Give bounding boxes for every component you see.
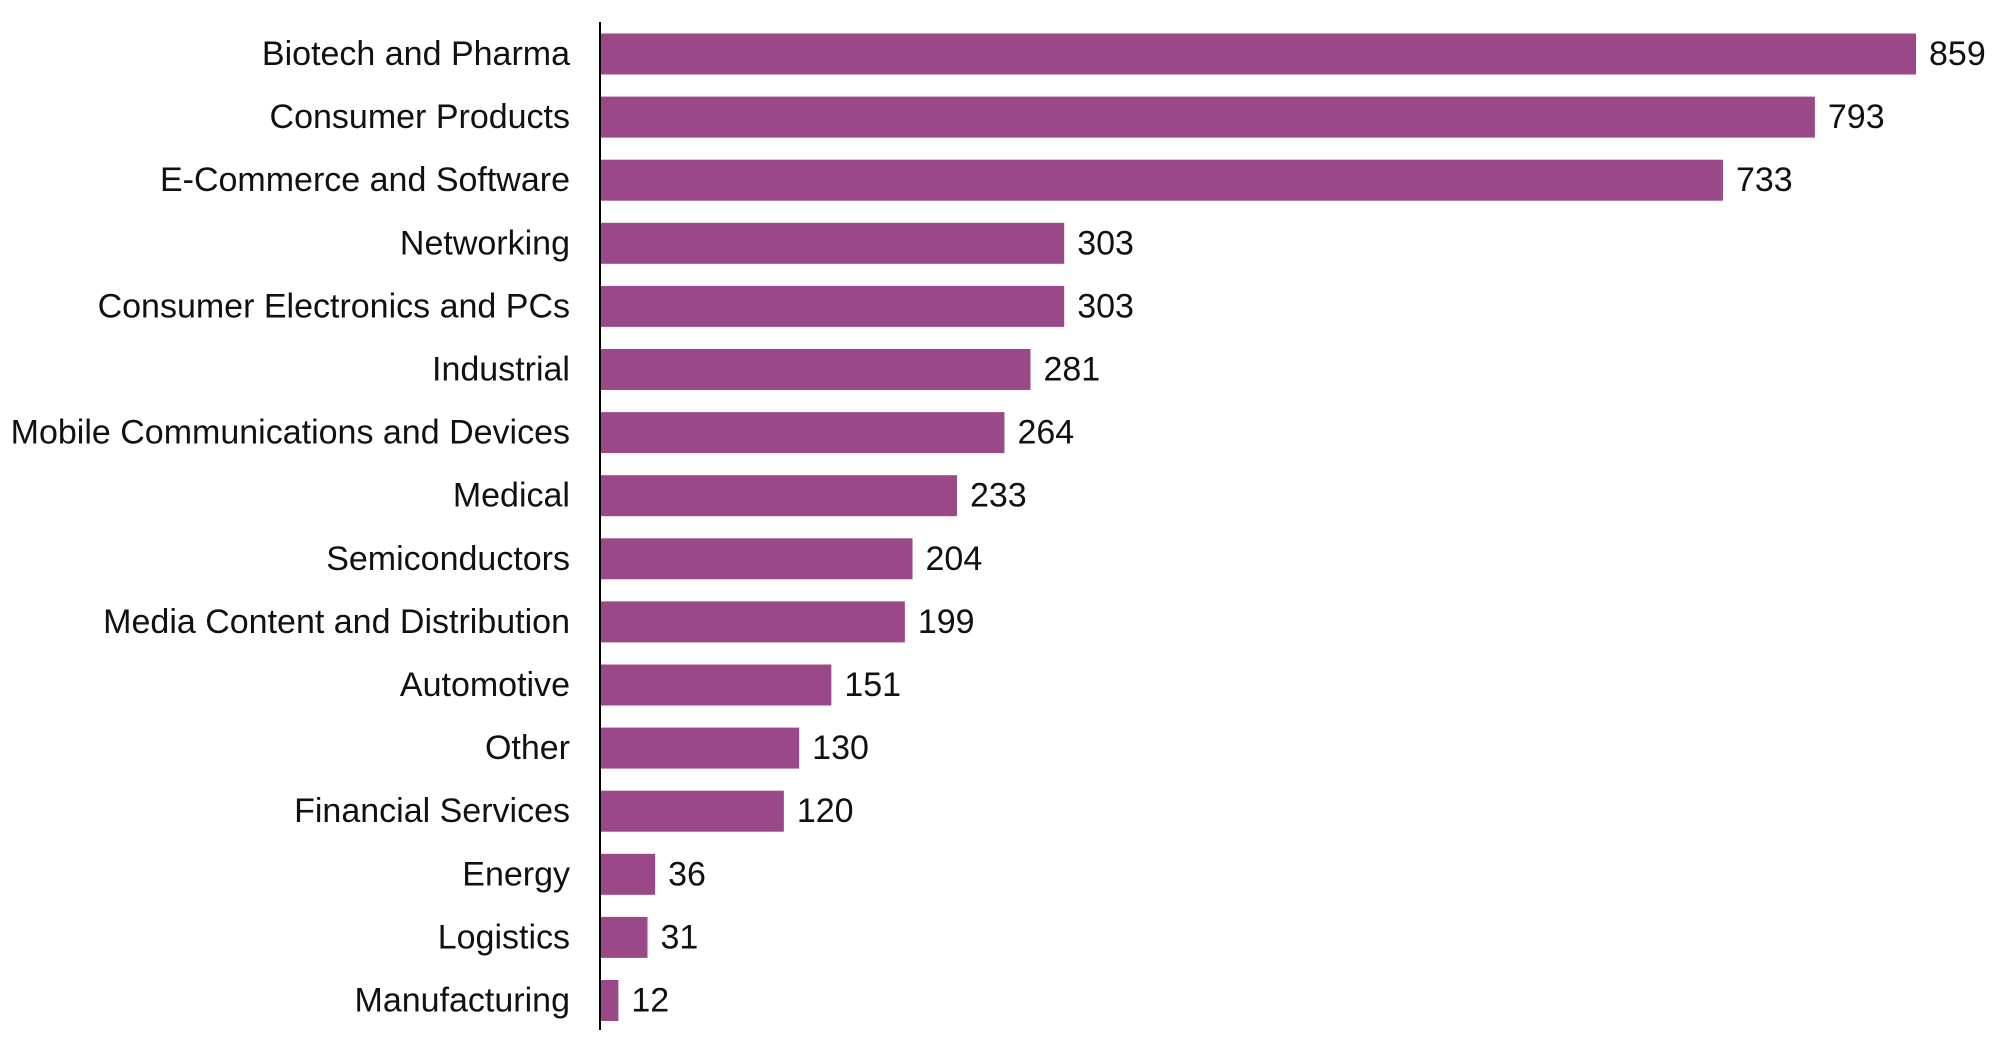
bar-10 [600,665,831,706]
value-label: 281 [1043,351,1100,389]
category-label: Other [485,729,570,767]
bar-7 [600,475,957,516]
bar-4 [600,286,1064,327]
value-label: 303 [1077,224,1134,262]
value-label: 303 [1077,287,1134,325]
bar-8 [600,538,913,579]
category-label: Media Content and Distribution [103,603,570,641]
bar-12 [600,791,784,832]
category-label: Industrial [432,351,570,389]
category-label: Mobile Communications and Devices [11,414,570,452]
category-label: Logistics [438,918,570,956]
value-label: 12 [631,982,669,1020]
category-label: Energy [462,855,570,893]
value-label: 151 [844,666,901,704]
value-label: 204 [926,540,983,578]
value-label: 36 [668,855,706,893]
bar-5 [600,349,1030,390]
value-label: 120 [797,792,854,830]
bar-1 [600,97,1815,138]
value-label: 859 [1929,35,1986,73]
bar-6 [600,412,1004,453]
category-label: E-Commerce and Software [160,161,570,199]
category-label: Financial Services [294,792,570,830]
bars-layer [600,34,1916,1022]
bar-0 [600,34,1916,75]
value-label: 733 [1736,161,1793,199]
category-label: Medical [453,477,570,515]
value-label: 31 [660,918,698,956]
value-label: 130 [812,729,869,767]
bar-15 [600,980,618,1021]
bar-13 [600,854,655,895]
category-label: Semiconductors [326,540,570,578]
bar-14 [600,917,647,958]
value-label: 233 [970,477,1027,515]
value-label: 793 [1828,98,1885,136]
bar-2 [600,160,1723,201]
category-label: Biotech and Pharma [262,35,570,73]
category-label: Manufacturing [355,982,570,1020]
category-label: Automotive [400,666,570,704]
bar-9 [600,601,905,642]
bar-11 [600,728,799,769]
category-label: Consumer Products [270,98,570,136]
bar-3 [600,223,1064,264]
value-label: 264 [1017,414,1074,452]
value-label: 199 [918,603,975,641]
category-label: Networking [400,224,570,262]
category-label: Consumer Electronics and PCs [98,287,570,325]
